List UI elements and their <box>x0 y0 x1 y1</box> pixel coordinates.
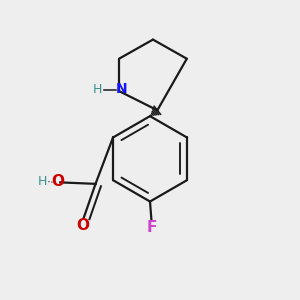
Text: F: F <box>146 220 157 235</box>
Text: N: N <box>116 82 128 96</box>
Text: H: H <box>92 83 102 96</box>
Text: O: O <box>51 174 64 189</box>
Text: H: H <box>37 175 46 188</box>
Text: O: O <box>76 218 89 232</box>
